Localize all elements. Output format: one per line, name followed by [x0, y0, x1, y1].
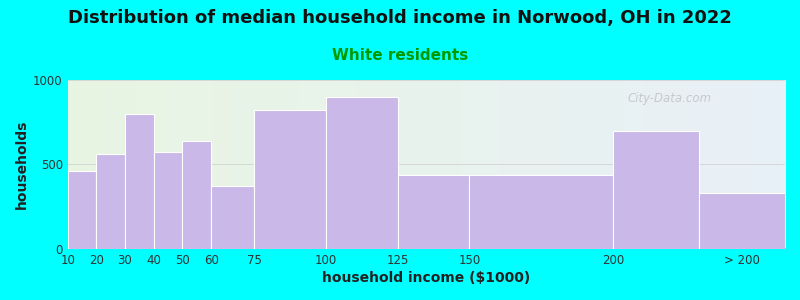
Bar	[68, 171, 96, 249]
Bar	[470, 175, 613, 249]
Bar	[699, 193, 785, 249]
Bar	[96, 154, 125, 249]
Bar	[211, 187, 254, 249]
Bar	[254, 110, 326, 249]
Text: White residents: White residents	[332, 48, 468, 63]
Y-axis label: households: households	[15, 120, 29, 209]
Text: Distribution of median household income in Norwood, OH in 2022: Distribution of median household income …	[68, 9, 732, 27]
Bar	[398, 175, 470, 249]
Bar	[613, 131, 699, 249]
X-axis label: household income ($1000): household income ($1000)	[322, 271, 530, 285]
Bar	[326, 97, 398, 249]
Bar	[182, 141, 211, 249]
Text: City-Data.com: City-Data.com	[627, 92, 711, 105]
Bar	[154, 152, 182, 249]
Bar	[125, 114, 154, 249]
